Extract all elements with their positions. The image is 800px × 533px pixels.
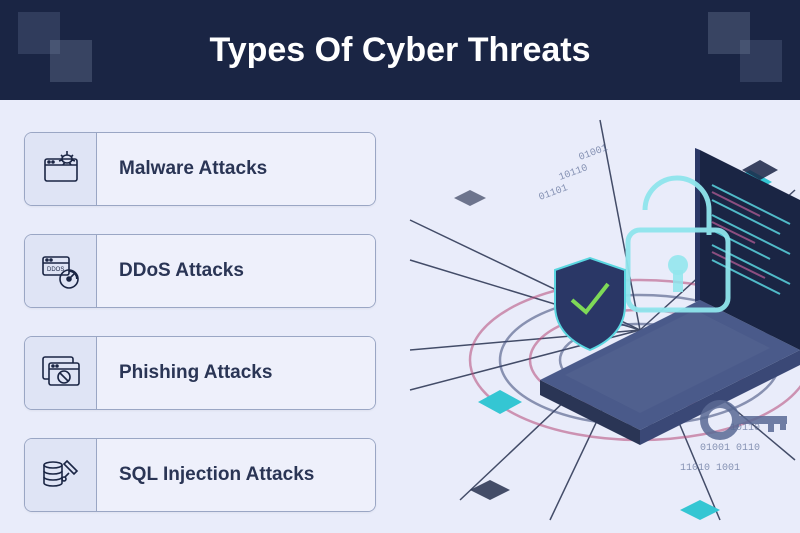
- threat-item-malware: Malware Attacks: [24, 132, 376, 206]
- svg-text:11010 1001: 11010 1001: [680, 463, 740, 474]
- svg-text:DDOS: DDOS: [47, 267, 64, 273]
- threat-label: DDoS Attacks: [97, 235, 375, 307]
- security-illustration: 01001 10110 01101 10110 01001 0110 11010…: [400, 100, 800, 528]
- header: Types Of Cyber Threats: [0, 0, 800, 100]
- threat-label: Malware Attacks: [97, 133, 375, 205]
- malware-icon: [25, 133, 97, 205]
- page-title: Types Of Cyber Threats: [209, 31, 590, 70]
- phishing-icon: [25, 337, 97, 409]
- svg-text:01001 0110: 01001 0110: [700, 443, 760, 454]
- threat-list: Malware Attacks DDOS DDoS Attacks: [24, 132, 376, 512]
- sql-injection-icon: [25, 439, 97, 511]
- content-area: Malware Attacks DDOS DDoS Attacks: [0, 100, 800, 528]
- threat-item-phishing: Phishing Attacks: [24, 336, 376, 410]
- threat-item-sql: SQL Injection Attacks: [24, 438, 376, 512]
- threat-label: SQL Injection Attacks: [97, 439, 375, 511]
- header-decor-square: [50, 40, 92, 82]
- ddos-icon: DDOS: [25, 235, 97, 307]
- header-decor-square: [740, 40, 782, 82]
- svg-text:10110: 10110: [558, 163, 590, 184]
- svg-text:01101: 01101: [538, 183, 570, 204]
- threat-label: Phishing Attacks: [97, 337, 375, 409]
- threat-item-ddos: DDOS DDoS Attacks: [24, 234, 376, 308]
- svg-text:01001: 01001: [578, 143, 610, 164]
